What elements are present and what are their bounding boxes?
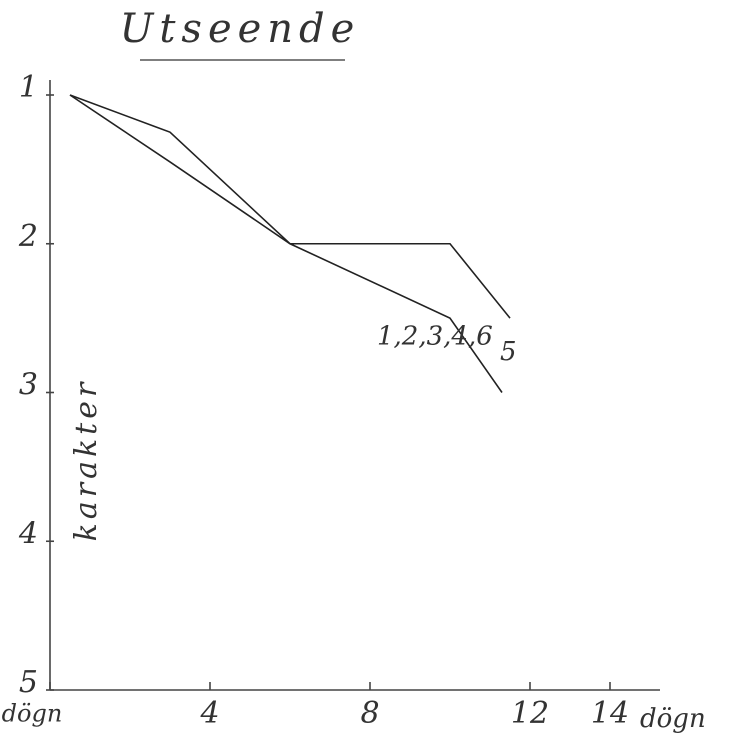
y-axis-label: karakter bbox=[69, 379, 104, 542]
chart-title: Utseende bbox=[120, 6, 361, 52]
series-label: 5 bbox=[500, 337, 517, 367]
x-tick-label: 12 bbox=[511, 696, 549, 731]
y-tick-label: 5 bbox=[19, 665, 38, 700]
series-label: 1,2,3,4,6 bbox=[377, 322, 493, 352]
x-tick-label: dögn bbox=[2, 700, 63, 728]
y-tick-label: 4 bbox=[18, 516, 38, 551]
y-tick-label: 3 bbox=[19, 368, 38, 403]
x-tick-label: 14 bbox=[591, 696, 629, 731]
series-line bbox=[69, 94, 503, 393]
x-tick-label: 4 bbox=[199, 696, 219, 731]
series-line bbox=[69, 94, 511, 319]
y-tick-label: 1 bbox=[19, 70, 38, 105]
y-tick-label: 2 bbox=[18, 219, 38, 254]
x-axis-label: dögn bbox=[640, 704, 706, 734]
x-tick-label: 8 bbox=[360, 696, 379, 731]
